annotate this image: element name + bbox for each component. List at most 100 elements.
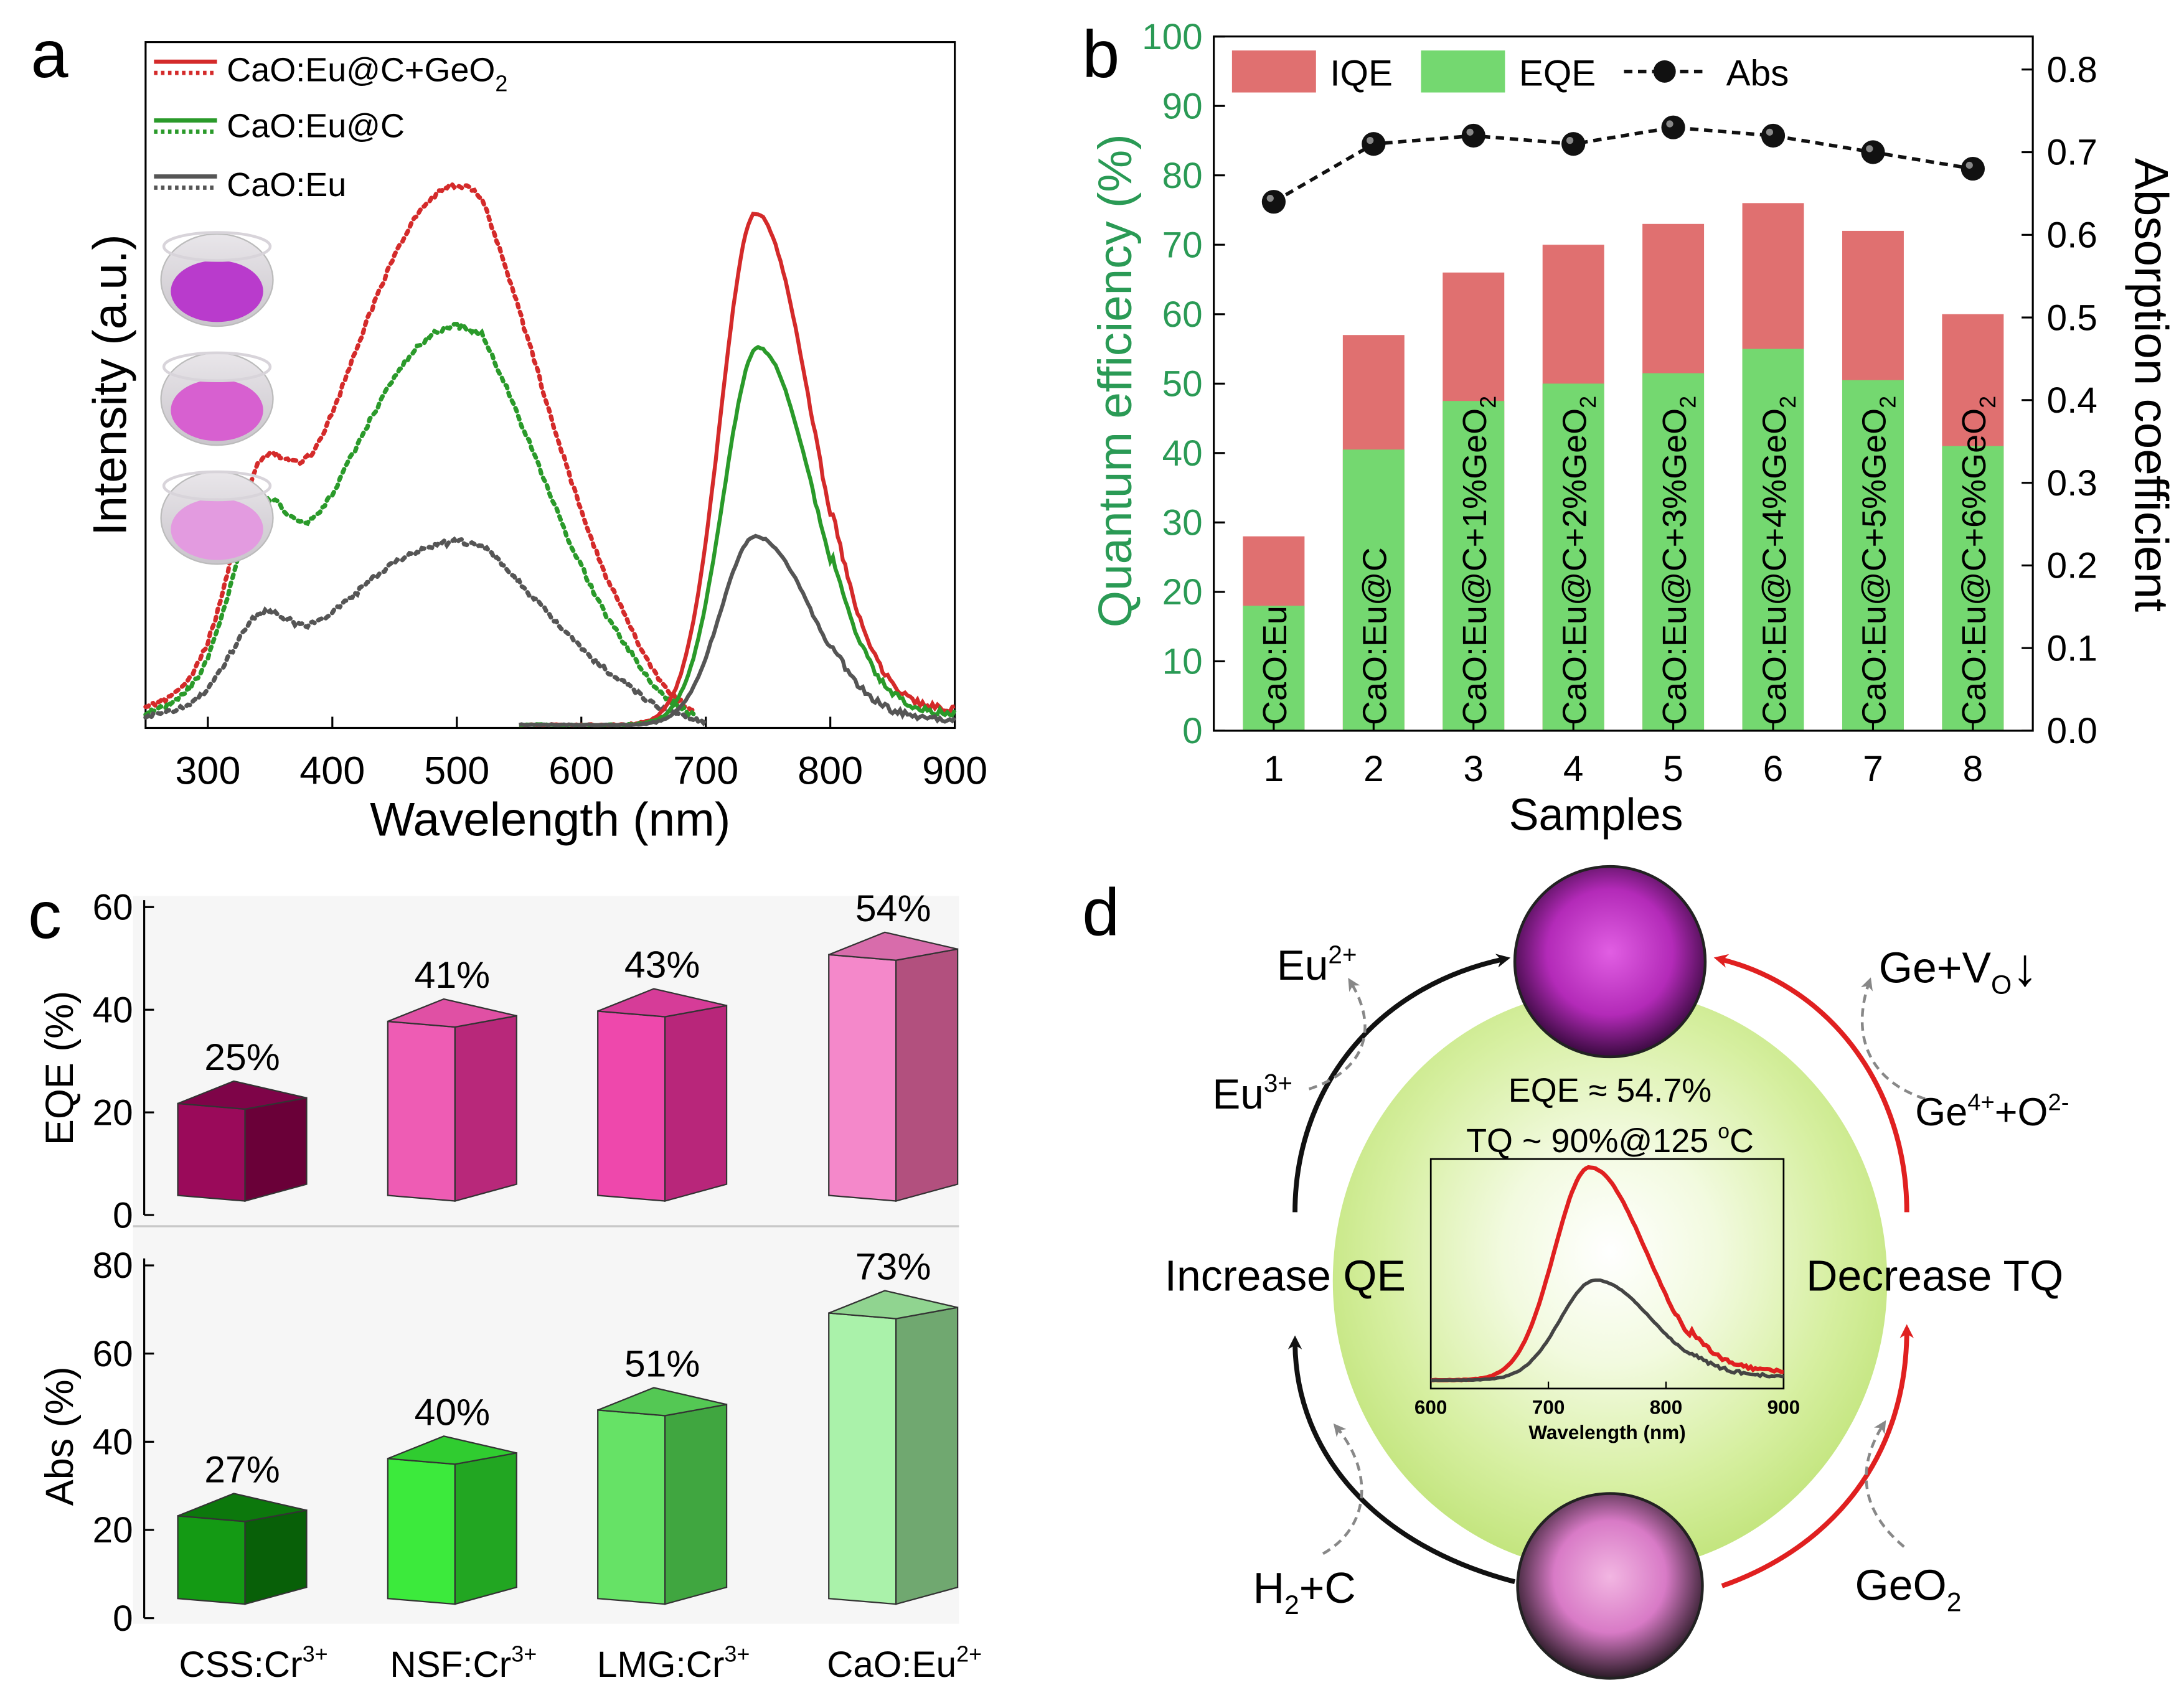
increase-qe-label: Increase QE (1165, 1251, 1406, 1300)
y-tick-label-b-50: 50 (1162, 364, 1203, 405)
y-tick-label-b-40: 40 (1162, 433, 1203, 474)
decrease-tq-label: Decrease TQ (1806, 1251, 2063, 1300)
panel-a: a 300 400 500 600 700 800 900 Wavelength (nm) … (31, 16, 987, 847)
legend-a: CaO:Eu@C+GeO2 CaO:Eu@C CaO:Eu (154, 52, 507, 204)
category-label-sup-2: 3+ (724, 1641, 750, 1666)
eqe-bar-top-1 (387, 998, 517, 1028)
x-tick-label-a-900: 900 (922, 749, 987, 792)
bar-label-7: CaO:Eu@C+5%GeO2 (1856, 396, 1901, 725)
inset-x-label: Wavelength (nm) (1528, 1422, 1685, 1443)
bar-label-4: CaO:Eu@C+2%GeO2 (1556, 396, 1601, 725)
eqe-bar-front-3 (828, 954, 897, 1202)
abs-chart-c: 0 20 40 60 80 27% 40% 51% 73% (93, 1245, 959, 1639)
glow-circle (1332, 989, 1888, 1572)
bar-label-text-7: CaO:Eu@C+5%GeO (1856, 408, 1893, 725)
eqe-bar-top-3 (828, 931, 958, 961)
category-labels-c: CSS:Cr3+ NSF:Cr3+ LMG:Cr3+ CaO:Eu2+ (179, 1641, 982, 1685)
x-tick-label-a-800: 800 (798, 749, 863, 792)
tq-value-text: TQ ~ 90%@125 oC (1466, 1119, 1754, 1159)
abs-point-8 (1960, 156, 1985, 181)
x-tick-label-b-2: 2 (1363, 749, 1384, 789)
abs-bar-side-1 (454, 1452, 517, 1605)
abs-bar-top-3 (828, 1290, 958, 1320)
abs-bar-side-2 (664, 1404, 728, 1605)
eqe-bar-6 (1742, 349, 1804, 731)
eqe-bar-7 (1842, 380, 1904, 731)
emission-curve-2 (519, 533, 957, 728)
bar-label-sub-6: 2 (1775, 396, 1800, 408)
dash-arrow-ge (1860, 977, 1926, 1100)
panel-label-b: b (1082, 16, 1119, 91)
bar-label-6: CaO:Eu@C+4%GeO2 (1756, 396, 1800, 725)
arrow-right-top (1713, 954, 1909, 1213)
y-tick-label-b-100: 100 (1142, 17, 1203, 57)
ge-vo-label: Ge+VO↓ (1879, 938, 2038, 1000)
eqe-value-label-2: 43% (624, 944, 700, 986)
inset-spectrum: 600 700 800 900 (1414, 1158, 1800, 1418)
abs-point-6 (1761, 123, 1786, 148)
abs-point-5 (1661, 115, 1685, 139)
y-tick-label-b-60: 60 (1162, 294, 1203, 335)
legend-swatch-iqe (1231, 50, 1316, 93)
plot-frame-a (144, 41, 956, 729)
category-label-base-2: LMG:Cr (597, 1644, 725, 1685)
eqe-bar-5 (1642, 373, 1705, 731)
bar-label-text-1: CaO:Eu (1256, 606, 1294, 725)
legend-swatch-eqe (1421, 50, 1505, 93)
abs-value-label-1: 40% (415, 1391, 491, 1433)
y-tick-label-b-20: 20 (1162, 572, 1203, 612)
abs-bar-top-2 (597, 1387, 727, 1417)
abs-bar-front-1 (387, 1458, 456, 1605)
x-tick-label-a-700: 700 (673, 749, 738, 792)
y-tick-label-b-10: 10 (1162, 642, 1203, 682)
excitation-curve-2 (143, 536, 708, 727)
eqe-bar-top-0 (177, 1080, 307, 1110)
plot-frame-b (1213, 35, 2034, 732)
eu2-label: Eu2+ (1277, 940, 1357, 989)
eu3-label: Eu3+ (1212, 1069, 1292, 1118)
eqe-y-tick-label-20: 20 (93, 1092, 133, 1133)
abs-bar-front-0 (177, 1515, 246, 1605)
bar-label-sub-3: 2 (1476, 396, 1501, 408)
eqe-bar-side-3 (895, 948, 959, 1203)
eqe-bar-front-1 (387, 1020, 456, 1202)
category-label-sup-3: 2+ (956, 1641, 982, 1666)
y-right-tick-label-b-0.1: 0.1 (2047, 628, 2097, 668)
legend-marker-abs (1653, 60, 1676, 83)
legend-label-iqe: IQE (1330, 53, 1393, 93)
legend-b: IQE EQE Abs (1231, 50, 1789, 93)
eqe-y-tick-label-60: 60 (93, 888, 133, 928)
eqe-bar-front-2 (597, 1010, 666, 1202)
legend-label-geo2: CaO:Eu@C+GeO2 (227, 52, 507, 96)
abs-point-2 (1362, 132, 1386, 156)
y-axis-right-label-b: Absorption coefficient (2124, 158, 2177, 612)
bar-label-8: CaO:Eu@C+6%GeO2 (1956, 396, 2000, 725)
eqe-bar-front-0 (177, 1102, 246, 1202)
eqe-y-tick-label-40: 40 (93, 990, 133, 1030)
legend-label-abs: Abs (1726, 53, 1789, 93)
abs-bar-top-0 (177, 1493, 307, 1522)
panel-b: b CaO:Eu CaO:Eu@C CaO:Eu@C+1%GeO2CaO:Eu@C+… (1082, 16, 2177, 840)
abs-point-highlight-4 (1566, 136, 1574, 144)
y-tick-label-b-80: 80 (1162, 156, 1203, 196)
inset-x-tick-label-900: 900 (1767, 1396, 1800, 1418)
eqe-value-label-3: 54% (855, 887, 931, 929)
y-right-tick-label-b-0.4: 0.4 (2047, 380, 2097, 421)
category-label-sup-1: 3+ (511, 1641, 537, 1666)
abs-point-highlight-1 (1266, 194, 1274, 202)
x-tick-label-b-7: 7 (1863, 749, 1883, 789)
category-label-1: NSF:Cr3+ (390, 1641, 537, 1685)
eqe-y-tick-label-0: 0 (113, 1195, 133, 1236)
emission-curve-1 (519, 345, 957, 728)
x-tick-label-a-500: 500 (424, 749, 489, 792)
x-tick-label-b-8: 8 (1963, 749, 1984, 789)
bar-label-sub-8: 2 (1975, 396, 2000, 408)
abs-value-label-0: 27% (204, 1448, 280, 1490)
y-right-tick-label-b-0.7: 0.7 (2047, 133, 2097, 173)
x-tick-label-a-300: 300 (175, 749, 240, 792)
bar-label-sub-5: 2 (1675, 396, 1701, 408)
x-tick-label-b-4: 4 (1563, 749, 1584, 789)
abs-bar-front-2 (597, 1409, 666, 1605)
y-axis-label-b: Quantum efficiency (%) (1089, 134, 1142, 627)
